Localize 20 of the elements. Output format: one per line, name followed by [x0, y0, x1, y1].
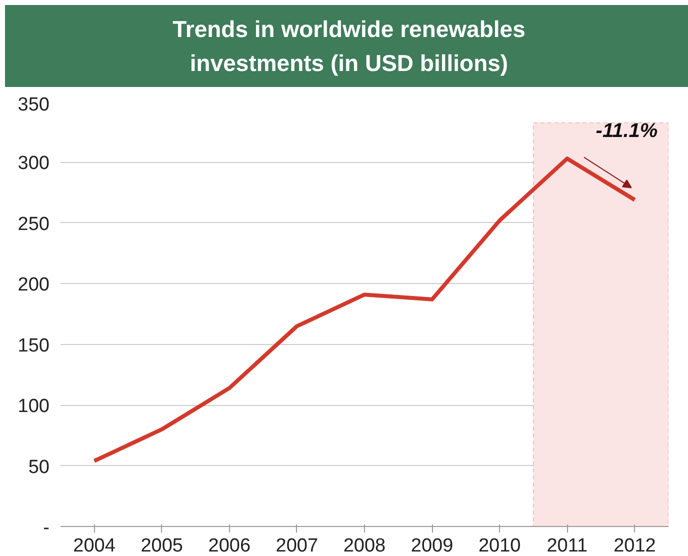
x-tick-label: 2007	[276, 536, 318, 556]
x-tick-label: 2004	[73, 536, 116, 556]
y-tick-label: 200	[18, 274, 50, 296]
x-tick-label: 2009	[410, 536, 454, 556]
x-tick-label: 2011	[546, 536, 588, 556]
x-tick-label: 2008	[343, 536, 386, 556]
y-tick-label: 50	[28, 456, 50, 478]
y-tick-label: 250	[18, 214, 50, 235]
line-series	[92, 156, 637, 463]
y-tick-label: 150	[18, 335, 50, 356]
y-tick-label: 100	[18, 396, 50, 418]
x-tick-label: 2005	[140, 536, 183, 556]
x-tick-label: 2012	[614, 536, 656, 556]
chart-title: Trends in worldwide renewables investments (in USD billions)	[172, 15, 526, 78]
annotation: -11.1%	[596, 120, 658, 142]
y-tick-label: -	[43, 518, 50, 538]
y-tick-label: 300	[18, 153, 50, 174]
y-tick-label: 350	[18, 94, 50, 116]
x-tick-label: 2006	[208, 536, 251, 556]
x-tick-label: 2010	[478, 536, 521, 556]
